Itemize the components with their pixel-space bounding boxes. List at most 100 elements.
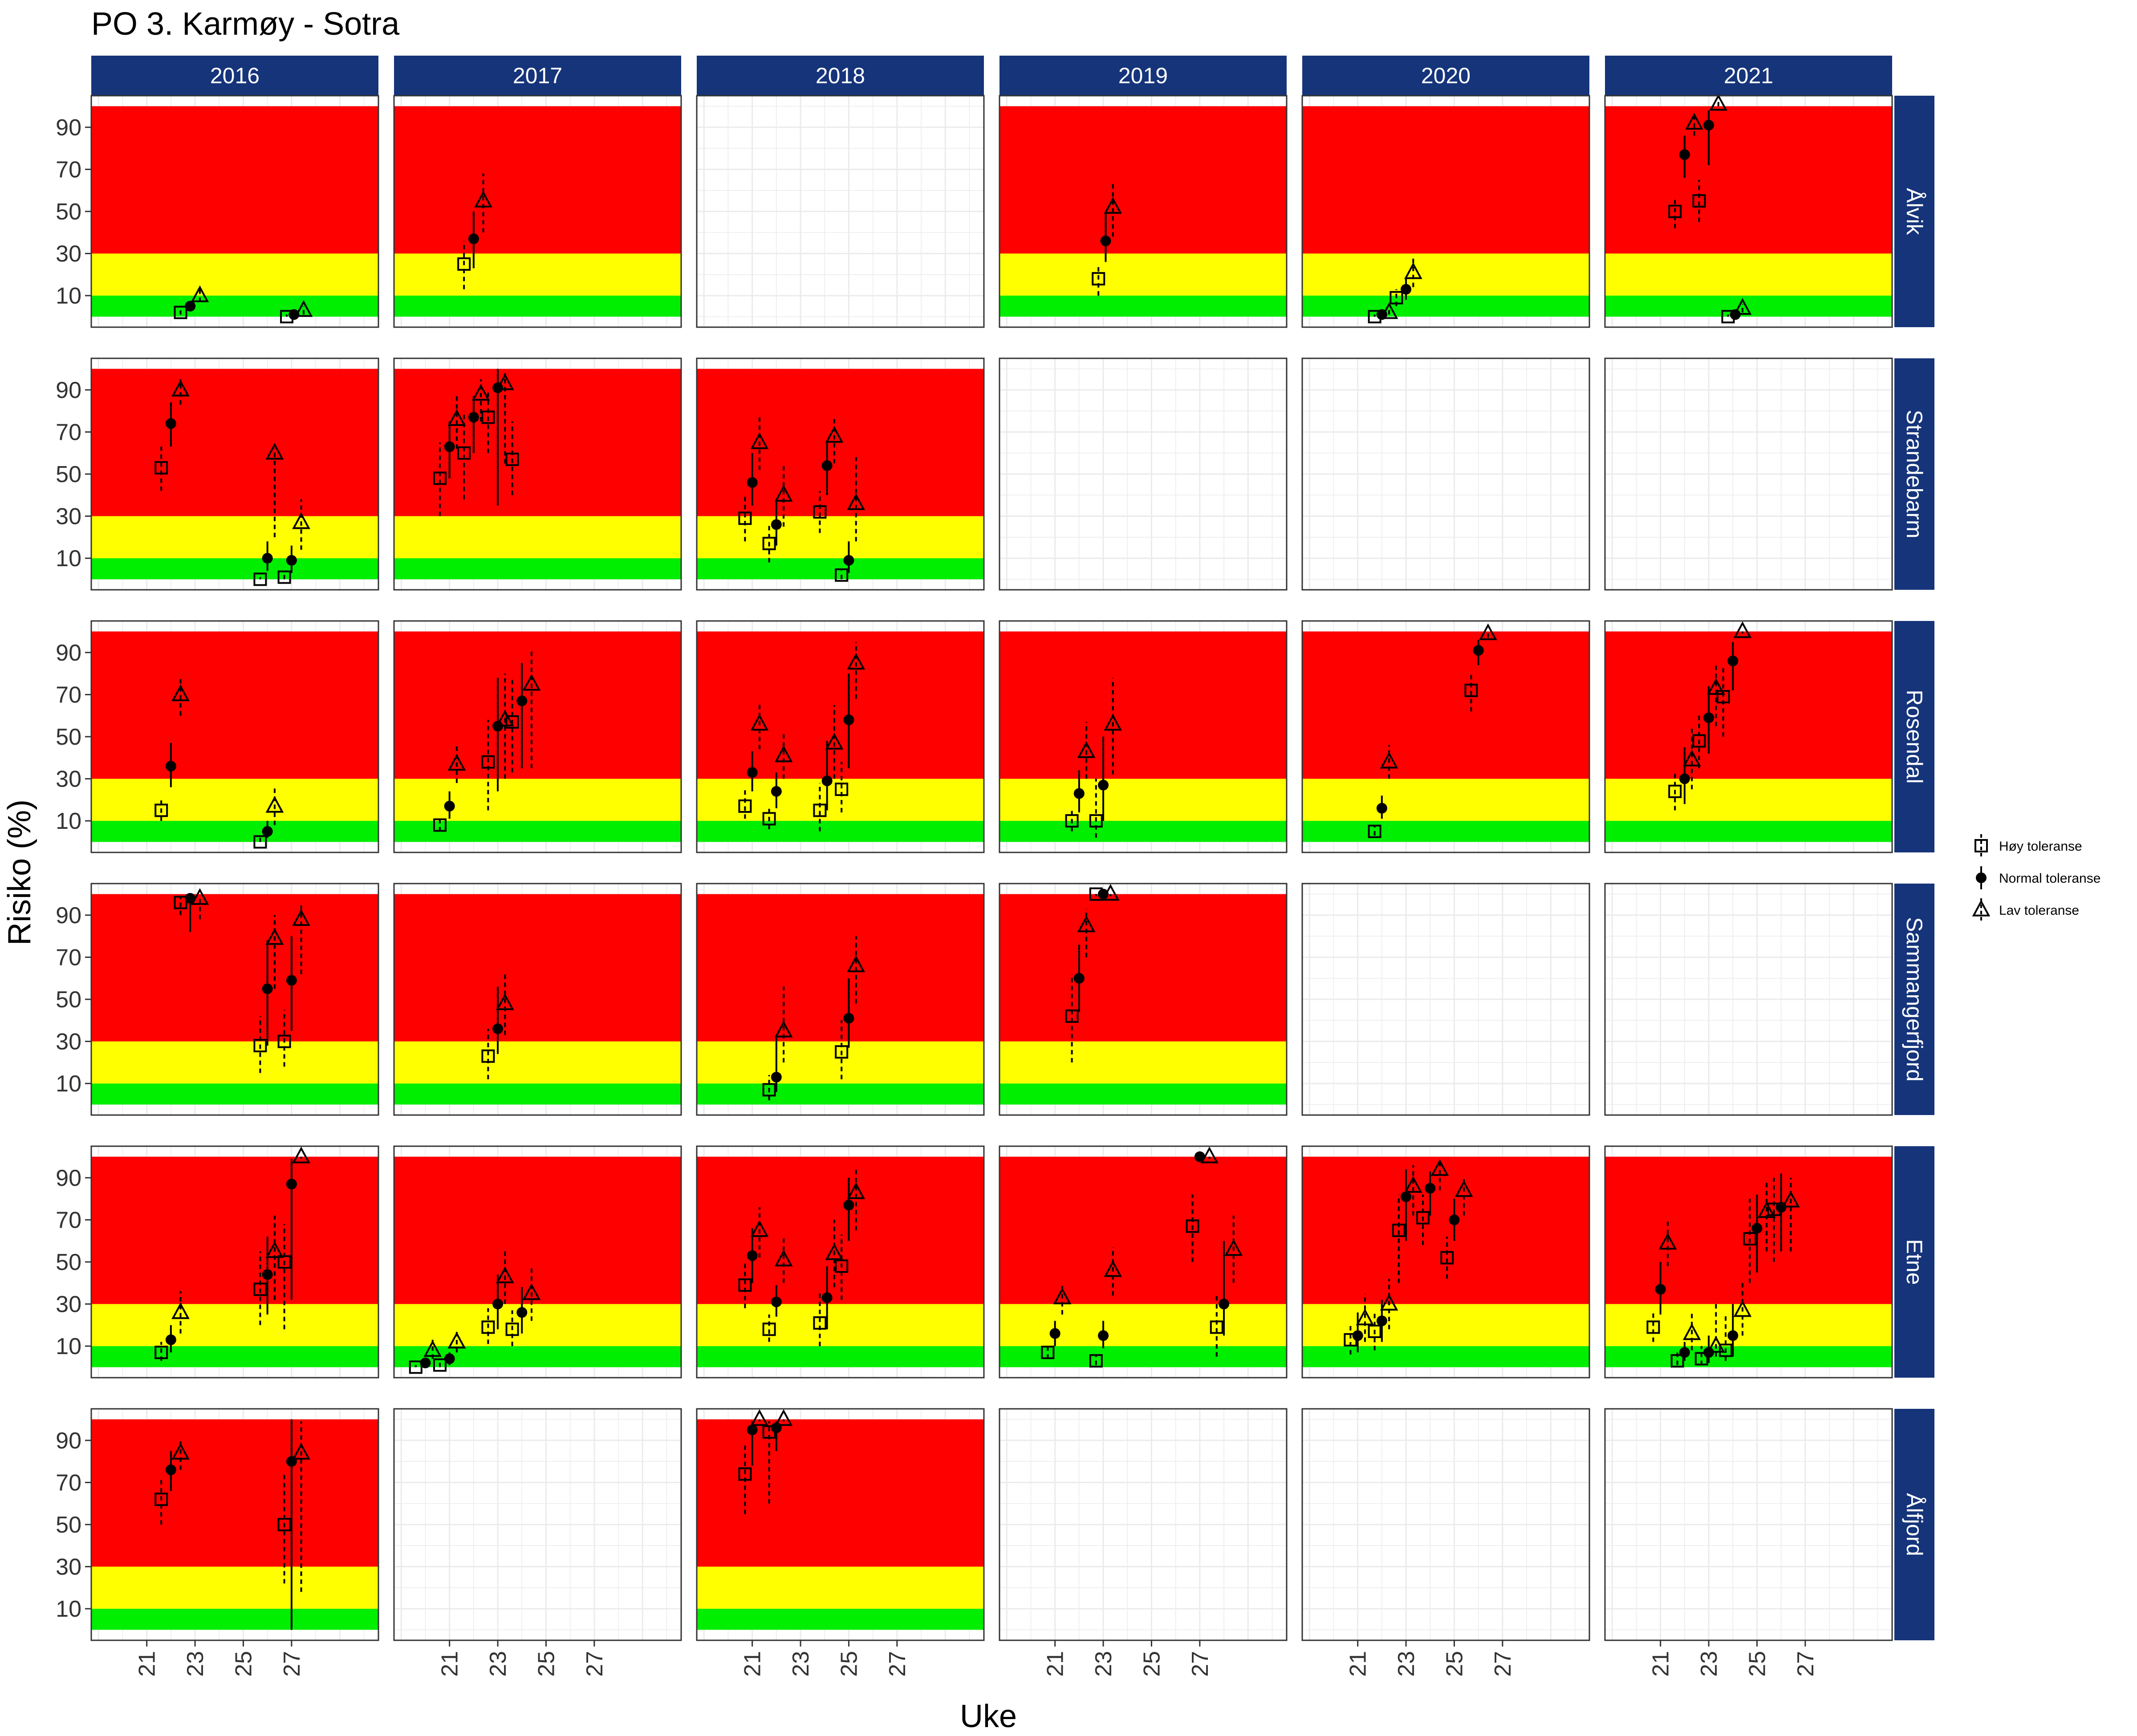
- x-tick-label: 27: [1490, 1651, 1516, 1677]
- panel-grid: 2016 2017 2018 2019 2020 2021 Ålvik Strandebarm…: [56, 56, 1934, 1677]
- lav-toleranse-point: [292, 1443, 310, 1460]
- normal-toleranse-point: [771, 1071, 782, 1083]
- hoy-toleranse-point: [1716, 690, 1730, 704]
- x-tick-label: 25: [1442, 1651, 1467, 1677]
- risk-band-green: [91, 1083, 378, 1105]
- risk-band-yellow: [91, 1304, 378, 1347]
- year-strip-2018: 2018: [697, 56, 984, 96]
- risk-band-yellow: [91, 516, 378, 559]
- normal-toleranse-point: [843, 714, 854, 726]
- normal-toleranse-point: [262, 983, 273, 994]
- normal-toleranse-point: [1098, 1330, 1109, 1341]
- lav-toleranse-point: [1781, 1191, 1800, 1208]
- panel-border: [393, 357, 682, 591]
- hoy-toleranse-point: [1743, 1232, 1757, 1245]
- y-tick-label: 10: [56, 1596, 81, 1622]
- panel-border: [393, 1145, 682, 1379]
- risk-band-green: [91, 296, 378, 317]
- hoy-toleranse-point: [813, 1316, 827, 1330]
- legend-symbol-normal: [1976, 872, 1987, 883]
- hoy-toleranse-point: [277, 1255, 291, 1269]
- normal-toleranse-point: [747, 477, 758, 488]
- y-axis-rosendal: 10 30 50 70 90: [56, 640, 91, 834]
- normal-toleranse-series: [1073, 888, 1109, 1012]
- panel-strandebarm-2018: [696, 357, 985, 591]
- x-tick-label: 21: [740, 1651, 766, 1677]
- lav-toleranse-series: [191, 285, 313, 317]
- panel-sammangerfjord-2018: [696, 883, 985, 1116]
- normal-toleranse-point: [1194, 1151, 1205, 1162]
- normal-toleranse-series: [747, 440, 854, 573]
- panel-strandebarm-2016: [90, 357, 379, 591]
- lav-toleranse-point: [423, 1340, 442, 1357]
- normal-toleranse-series: [492, 986, 504, 1054]
- year-strip-label: 2017: [513, 63, 562, 88]
- normal-toleranse-point: [286, 975, 297, 986]
- y-tick-label: 10: [56, 808, 81, 834]
- panel-alvik-2016: [90, 95, 379, 328]
- risk-band-yellow: [999, 1304, 1287, 1347]
- lav-toleranse-point: [847, 493, 865, 510]
- normal-toleranse-point: [165, 1334, 176, 1345]
- hoy-toleranse-point: [1694, 1352, 1708, 1366]
- location-strip-label: Ålvik: [1902, 188, 1927, 235]
- normal-toleranse-point: [1655, 1284, 1666, 1295]
- lav-toleranse-series: [496, 972, 514, 1035]
- panel-alfjord-2020: [1301, 1408, 1590, 1641]
- x-tick-label: 27: [582, 1651, 608, 1677]
- risk-band-yellow: [91, 1041, 378, 1084]
- risk-band-yellow: [394, 253, 681, 296]
- panel-gridlines: [1605, 358, 1892, 590]
- y-tick-label: 90: [56, 377, 81, 403]
- normal-toleranse-series: [1100, 211, 1111, 262]
- hoy-toleranse-series: [738, 1234, 849, 1347]
- lav-toleranse-series: [750, 415, 865, 542]
- risk-band-red: [697, 894, 984, 1042]
- hoy-toleranse-series: [1344, 1194, 1454, 1355]
- hoy-toleranse-point: [813, 803, 827, 817]
- x-tick-label: 21: [437, 1651, 463, 1677]
- hoy-toleranse-series: [409, 1308, 519, 1374]
- lav-toleranse-series: [1104, 182, 1122, 237]
- x-tick-label: 21: [1043, 1651, 1068, 1677]
- lav-toleranse-series: [474, 173, 492, 233]
- lav-toleranse-series: [423, 1249, 541, 1359]
- hoy-toleranse-point: [762, 1322, 776, 1336]
- panel-border: [1604, 1408, 1893, 1641]
- y-tick-label: 30: [56, 1292, 81, 1318]
- y-tick-label: 70: [56, 682, 81, 708]
- panel-strandebarm-2020: [1301, 357, 1590, 591]
- lav-toleranse-point: [774, 1249, 793, 1267]
- location-strip-etne: Etne: [1894, 1146, 1934, 1378]
- y-axis-title: Risiko (%): [2, 799, 37, 945]
- hoy-toleranse-point: [433, 471, 447, 485]
- location-strip-bg: [1894, 358, 1934, 590]
- hoy-toleranse-point: [505, 1322, 519, 1336]
- lav-toleranse-point: [1685, 113, 1703, 130]
- y-tick-label: 10: [56, 546, 81, 572]
- risk-band-green: [394, 558, 681, 580]
- lav-toleranse-point: [496, 1266, 514, 1283]
- normal-toleranse-series: [1376, 640, 1484, 819]
- risk-band-green: [697, 821, 984, 842]
- panel-alfjord-2017: [393, 1408, 682, 1641]
- risk-band-green: [697, 1083, 984, 1105]
- normal-toleranse-series: [1376, 279, 1412, 320]
- lav-toleranse-point: [474, 191, 492, 208]
- hoy-toleranse-point: [1392, 1224, 1406, 1237]
- hoy-toleranse-point: [457, 446, 471, 460]
- lav-toleranse-point: [1356, 1308, 1374, 1326]
- lav-toleranse-point: [750, 432, 769, 449]
- lav-toleranse-series: [1380, 623, 1497, 779]
- panel-border: [999, 883, 1288, 1116]
- normal-toleranse-point: [1049, 1328, 1060, 1339]
- y-tick-label: 50: [56, 1512, 81, 1538]
- hoy-toleranse-point: [738, 799, 752, 813]
- hoy-toleranse-point: [277, 1034, 291, 1048]
- normal-toleranse-point: [262, 553, 273, 564]
- normal-toleranse-point: [1727, 1330, 1739, 1341]
- year-strip-bg: [697, 56, 984, 96]
- risk-band-green: [1302, 821, 1589, 842]
- year-strip-label: 2018: [816, 63, 865, 88]
- x-axis-2019: 21 23 25 27: [1043, 1640, 1213, 1677]
